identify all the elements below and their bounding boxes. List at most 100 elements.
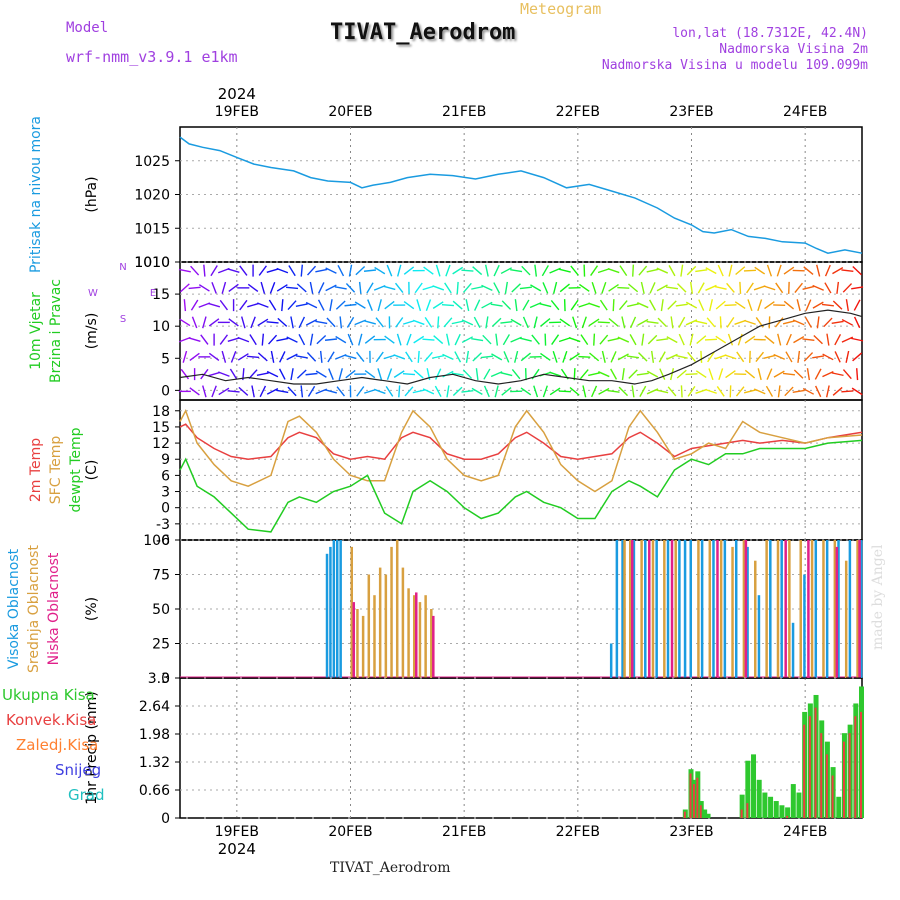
wind-arrow [179, 336, 191, 343]
wind-arrow [658, 351, 666, 363]
sfc-temp-line [179, 408, 863, 493]
wind-arrow [667, 300, 677, 310]
wind-arrow [803, 266, 814, 275]
total-precip-bar [779, 805, 785, 818]
wind-arrow [219, 334, 229, 345]
wind-arrow [287, 300, 297, 311]
wind-arrow [845, 299, 850, 312]
wind-arrow [812, 284, 824, 291]
wind-arrow [597, 321, 610, 324]
mid-cloud-bar [350, 546, 353, 678]
wind-arrow [549, 387, 561, 396]
wind-arrow [549, 371, 562, 377]
wind-arrow [345, 283, 356, 293]
y-tick-label: 0 [161, 811, 170, 827]
wind-arrow [364, 370, 376, 379]
wind-arrow [279, 351, 286, 363]
wind-arrow [367, 299, 373, 311]
wind-arrow [309, 333, 314, 346]
wind-arrow [221, 350, 227, 363]
wind-arrow [247, 283, 259, 293]
wind-arrow [562, 350, 568, 363]
wind-arrow [437, 316, 440, 329]
low-cloud-bar [807, 540, 810, 678]
wind-arrow [822, 370, 834, 378]
wind-arrow [452, 266, 464, 275]
wind-arrow [678, 316, 686, 328]
wind-arrow [412, 319, 425, 326]
wind-arrow [814, 385, 822, 398]
high-cloud-bar [655, 540, 658, 678]
wind-arrow [539, 302, 552, 308]
wind-arrow [753, 388, 766, 395]
wind-arrow [325, 267, 337, 274]
wind-arrow [444, 282, 452, 294]
high-cloud-bar [780, 540, 783, 678]
mid-cloud-bar [418, 602, 422, 678]
wind-arrow [183, 299, 187, 312]
wind-arrow [757, 299, 763, 312]
wind-arrow [704, 338, 718, 341]
wind-arrow [598, 387, 610, 395]
wind-arrow [277, 317, 288, 327]
high-cloud-bar [609, 643, 613, 678]
high-cloud-bar [848, 540, 852, 678]
wind-arrow [656, 267, 669, 274]
wind-arrow [384, 335, 395, 344]
wind-arrow [217, 371, 230, 377]
wind-arrow [845, 350, 850, 363]
wind-arrow [558, 268, 571, 273]
high-cloud-bar [689, 540, 692, 678]
total-precip-bar [745, 760, 751, 818]
wind-arrow [364, 335, 376, 344]
wind-arrow [610, 368, 618, 380]
wind-arrow [675, 354, 688, 359]
wind-arrow [465, 350, 470, 363]
wind-arrow [656, 338, 669, 342]
year-label-bottom: 2024 [218, 840, 256, 858]
wind-arrow [746, 282, 754, 294]
wind-arrow [651, 350, 655, 363]
wind-arrow [734, 301, 746, 310]
wind-arrow [757, 368, 762, 381]
high-cloud-bar [757, 595, 761, 678]
wind-arrow [256, 302, 269, 308]
y-tick-label: 3.3 [148, 671, 170, 687]
wind-arrow [443, 317, 453, 328]
conv-precip-bar [842, 741, 845, 818]
wind-arrow [189, 387, 200, 396]
panel-frame-1 [179, 261, 863, 401]
wind-arrow [358, 333, 363, 346]
wind-arrow [513, 350, 519, 363]
conv-precip-bar [689, 773, 692, 818]
total-precip-bar [751, 754, 757, 818]
wind-arrow [549, 267, 561, 274]
conv-precip-bar [740, 809, 743, 818]
wind-arrow [374, 266, 386, 275]
wind-arrow [208, 352, 220, 362]
wind-arrow [649, 299, 657, 311]
wind-arrow [179, 283, 190, 293]
wind-arrow [519, 337, 532, 342]
wind-arrow [268, 334, 278, 345]
wind-arrow [570, 265, 579, 276]
wind-arrow [451, 372, 464, 376]
y-tick-label: 25 [152, 637, 170, 653]
wind-arrow [454, 351, 462, 363]
y-tick-label: 0 [161, 671, 170, 687]
wind-arrow [708, 368, 714, 381]
wind-arrow [832, 267, 844, 275]
wind-arrow [490, 371, 503, 378]
wind-arrow [500, 371, 513, 377]
wind-arrow [451, 320, 464, 325]
wind-arrow [773, 353, 785, 360]
wind-arrow [462, 369, 473, 379]
mid-cloud-bar [628, 540, 632, 678]
wind-arrow [726, 317, 735, 328]
wind-arrow [636, 372, 649, 376]
wind-arrow [188, 286, 201, 290]
wind-arrow [666, 353, 678, 360]
wind-arrow [432, 285, 445, 291]
y-tick-label: 3 [161, 485, 170, 501]
